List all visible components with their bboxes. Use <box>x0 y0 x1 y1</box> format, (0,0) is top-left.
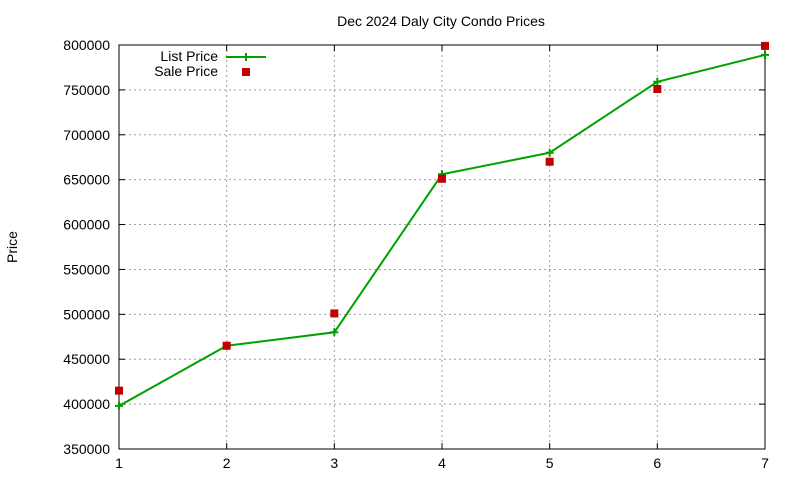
y-tick-label: 550000 <box>63 261 110 277</box>
y-tick-label: 600000 <box>63 217 110 233</box>
legend-label-list-price: List Price <box>160 48 218 64</box>
y-tick-label: 800000 <box>63 37 110 53</box>
sale-price-point <box>653 84 662 93</box>
y-tick-label: 350000 <box>63 441 110 457</box>
list-price-point <box>330 328 339 337</box>
sale-price-point <box>115 386 123 395</box>
sale-price-point <box>438 174 446 183</box>
y-tick-label: 700000 <box>63 127 110 143</box>
data-series <box>115 41 769 410</box>
sale-price-point <box>761 41 769 50</box>
chart-title: Dec 2024 Daly City Condo Prices <box>337 13 545 29</box>
x-tick-label: 7 <box>761 455 769 471</box>
x-tick-label: 2 <box>223 455 231 471</box>
x-tick-label: 4 <box>438 455 446 471</box>
y-tick-label: 400000 <box>63 396 110 412</box>
x-tick-label: 1 <box>115 455 123 471</box>
y-axis-label: Price <box>4 231 20 263</box>
y-tick-label: 750000 <box>63 82 110 98</box>
legend-label-sale-price: Sale Price <box>154 63 218 79</box>
sale-price-point <box>222 341 231 350</box>
legend: List Price Sale Price <box>154 48 266 79</box>
y-tick-label: 650000 <box>63 172 110 188</box>
y-tick-label: 500000 <box>63 306 110 322</box>
axis-ticks: 350000 400000 450000 500000 550000 600000 6500… <box>63 37 769 471</box>
sale-price-point <box>545 157 554 166</box>
grid <box>119 45 765 449</box>
list-price-point <box>545 148 554 157</box>
x-tick-label: 5 <box>546 455 554 471</box>
legend-plus-marker-list-price <box>242 53 250 61</box>
y-tick-label: 450000 <box>63 351 110 367</box>
list-price-point <box>653 77 662 86</box>
list-price-point <box>115 401 123 410</box>
sale-price-point <box>330 309 339 318</box>
list-price-point <box>761 50 769 59</box>
x-tick-label: 6 <box>653 455 661 471</box>
legend-square-marker-sale-price <box>242 68 250 76</box>
x-tick-label: 3 <box>330 455 338 471</box>
